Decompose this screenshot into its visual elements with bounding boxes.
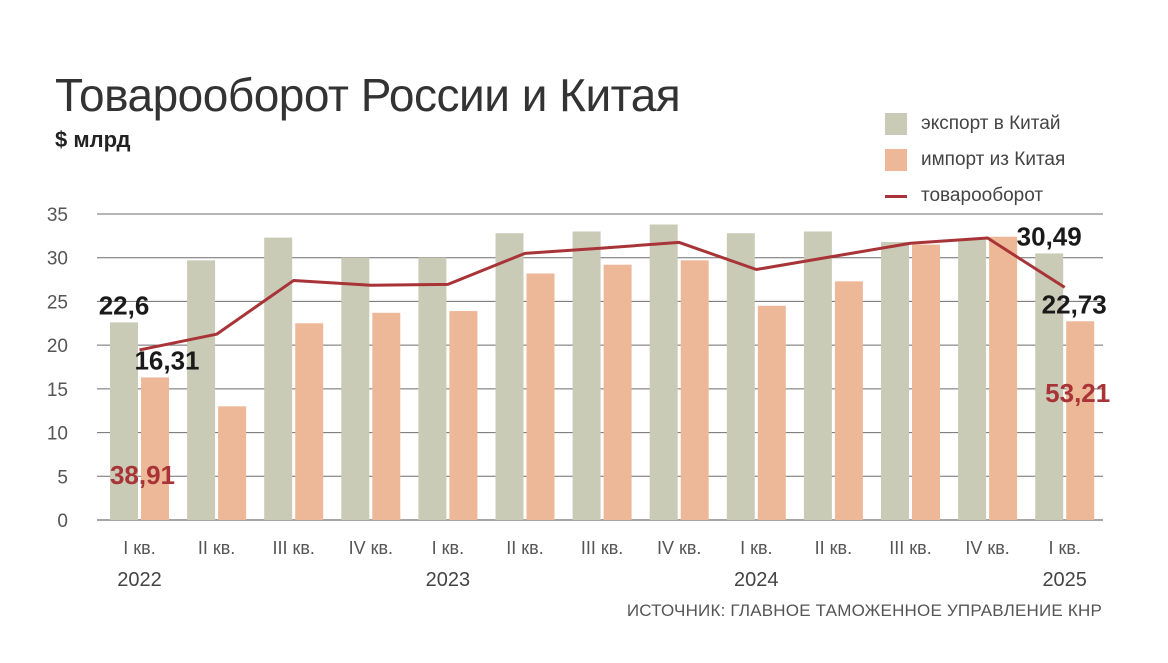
bar-import [218, 406, 247, 520]
legend-item-turnover: товарооборот [885, 178, 1065, 214]
chart-title: Товарооборот России и Китая [55, 69, 681, 121]
bar-import [757, 305, 786, 520]
x-tick-label: I кв. [740, 538, 772, 558]
y-axis: 0 5 10 15 20 25 30 35 [47, 205, 68, 532]
bar-import [526, 273, 555, 520]
x-tick-label: IV кв. [349, 538, 393, 558]
x-tick-label: I кв. [123, 538, 155, 558]
x-year-label: 2022 [117, 569, 162, 591]
data-label-turnover: 38,91 [110, 460, 175, 490]
bar-export [572, 231, 601, 520]
x-tick-label: III кв. [581, 538, 623, 558]
x-tick-label: II кв. [815, 538, 852, 558]
bar-import [603, 264, 632, 520]
bar-export [649, 224, 678, 520]
data-label-turnover: 53,21 [1045, 378, 1110, 408]
data-label-import: 22,73 [1042, 289, 1107, 319]
y-tick-label: 10 [47, 424, 68, 445]
y-tick-label: 15 [47, 380, 68, 401]
bar-export [495, 233, 524, 520]
bar-import [1066, 321, 1095, 520]
bar-export [803, 231, 832, 520]
y-tick-label: 25 [47, 292, 68, 313]
y-tick-label: 0 [57, 511, 68, 532]
x-tick-label: II кв. [506, 538, 543, 558]
bar-export [726, 233, 755, 520]
chart-subtitle: $ млрд [55, 127, 131, 152]
data-label-import: 16,31 [134, 345, 199, 375]
x-tick-label: IV кв. [657, 538, 701, 558]
y-tick-label: 30 [47, 249, 68, 270]
legend-line-turnover [885, 194, 907, 198]
x-tick-label: I кв. [432, 538, 464, 558]
bar-export [958, 239, 987, 520]
legend-swatch-import [885, 149, 907, 171]
legend: экспорт в Китай импорт из Китая товарооб… [885, 106, 1065, 214]
bar-export [341, 257, 370, 520]
data-labels: 22,6 16,31 38,91 30,49 22,73 53,21 [99, 221, 1111, 490]
legend-label-export: экспорт в Китай [921, 113, 1061, 134]
x-year-label: 2023 [426, 569, 471, 591]
bar-export [264, 237, 293, 520]
bars [110, 224, 1095, 520]
bar-export [1035, 253, 1064, 520]
bar-import [295, 323, 324, 520]
bar-import [989, 236, 1018, 520]
data-label-export: 30,49 [1017, 221, 1082, 251]
bar-export [881, 241, 909, 520]
bar-export [187, 260, 216, 520]
legend-item-import: импорт из Китая [885, 142, 1065, 178]
source-note: ИСТОЧНИК: ГЛАВНОЕ ТАМОЖЕННОЕ УПРАВЛЕНИЕ … [626, 601, 1102, 620]
x-tick-label: II кв. [198, 538, 235, 558]
data-label-export: 22,6 [99, 290, 150, 320]
bar-import [449, 311, 478, 520]
legend-label-turnover: товарооборот [921, 185, 1044, 206]
turnover-line-group [139, 236, 1066, 352]
bar-import [372, 312, 401, 520]
bar-import [141, 377, 169, 520]
bar-export [418, 257, 447, 520]
y-tick-label: 20 [47, 336, 68, 357]
y-tick-label: 35 [47, 205, 68, 226]
legend-label-import: импорт из Китая [921, 149, 1066, 170]
legend-swatch-export [885, 113, 907, 135]
bar-import [834, 281, 863, 520]
x-tick-label: IV кв. [965, 538, 1009, 558]
y-tick-label: 5 [57, 467, 68, 488]
bar-import [680, 260, 709, 520]
x-year-label: 2025 [1042, 569, 1087, 591]
x-year-label: 2024 [734, 569, 779, 591]
bar-export [110, 322, 138, 520]
bar-import [912, 244, 940, 520]
x-axis: I кв. II кв. III кв. IV кв. I кв. II кв. III к… [117, 538, 1087, 591]
x-tick-label: III кв. [272, 538, 314, 558]
x-tick-label: III кв. [889, 538, 931, 558]
x-tick-label: I кв. [1048, 538, 1080, 558]
legend-item-export: экспорт в Китай [885, 106, 1065, 142]
